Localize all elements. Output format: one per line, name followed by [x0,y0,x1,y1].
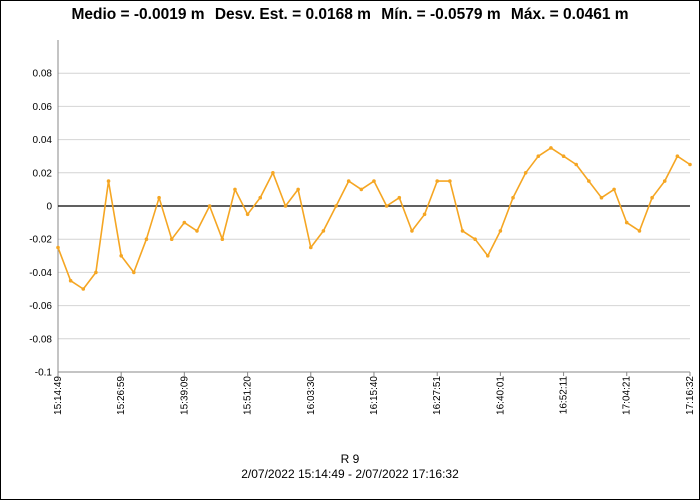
data-point [460,229,465,233]
data-point [587,179,591,183]
data-point [485,254,490,258]
data-point [283,204,288,208]
data-point [169,237,174,241]
data-point [549,146,553,150]
data-point [334,204,338,208]
title-min: Mín. = -0.0579 m [381,6,501,23]
data-point [536,154,541,158]
data-point [132,270,136,275]
data-point [56,245,60,250]
data-point [397,195,402,200]
data-point [637,229,642,233]
data-point [561,154,566,158]
data-point [662,179,667,183]
data-point [207,204,212,208]
series-line [57,147,691,290]
data-point [195,229,199,233]
data-point [422,212,427,217]
y-tick-label: 0.08 [33,69,53,80]
x-tick-label: 17:16:32 [685,376,696,415]
x-tick-label: 16:15:40 [369,376,380,415]
data-point [106,179,111,183]
x-tick-label: 16:52:11 [559,376,570,415]
data-point [346,179,351,183]
data-point [68,278,73,283]
data-point [688,162,692,167]
data-point [574,162,579,167]
y-tick-label: -0.06 [29,301,52,312]
data-point [410,229,414,233]
y-tick-label: -0.02 [29,235,52,246]
data-point [650,195,654,200]
data-point [81,287,86,291]
data-point [448,179,452,183]
title-mean: Medio = -0.0019 m [71,6,205,23]
data-point [233,187,237,192]
series-label: R 9 [340,452,360,466]
date-range: 2/07/2022 15:14:49 - 2/07/2022 17:16:32 [241,467,459,481]
title-std-dev: Desv. Est. = 0.0168 m [214,6,371,23]
data-point [511,195,515,200]
data-point [612,187,616,192]
y-tick-label: 0.06 [33,102,53,113]
data-point [321,229,326,233]
data-point [675,154,680,158]
data-point [523,171,528,175]
x-tick-label: 15:26:59 [116,376,127,415]
y-tick-label: -0.1 [35,368,53,379]
data-point [624,220,629,225]
data-point [94,270,98,275]
y-tick-label: -0.08 [29,334,52,345]
data-point [384,204,389,208]
x-tick-label: 16:40:01 [495,376,506,415]
data-point [258,195,263,200]
x-tick-label: 15:51:20 [243,376,254,415]
data-point [599,195,604,200]
data-point [119,254,123,258]
x-tick-label: 15:14:49 [53,376,64,415]
data-point [144,237,149,241]
data-point [182,220,187,225]
data-point [271,171,275,175]
x-tick-label: 17:04:21 [622,376,633,415]
y-tick-label: 0 [46,202,52,213]
title-max: Máx. = 0.0461 m [510,6,629,23]
data-point [498,229,503,233]
data-point [220,237,225,241]
x-tick-label: 15:39:09 [179,376,190,415]
data-point [372,179,376,183]
x-tick-label: 16:03:30 [306,376,317,415]
data-point [308,245,313,250]
y-tick-label: 0.04 [33,135,53,146]
data-point [296,187,300,192]
data-point [435,179,440,183]
x-tick-label: 16:27:51 [432,376,443,415]
chart-title: Medio = -0.0019 m Desv. Est. = 0.0168 m … [0,6,700,24]
data-point [473,237,477,241]
data-point [157,195,161,200]
y-tick-label: 0.02 [33,168,53,179]
data-point [359,187,364,192]
data-point [245,212,250,217]
y-tick-label: -0.04 [29,268,52,279]
